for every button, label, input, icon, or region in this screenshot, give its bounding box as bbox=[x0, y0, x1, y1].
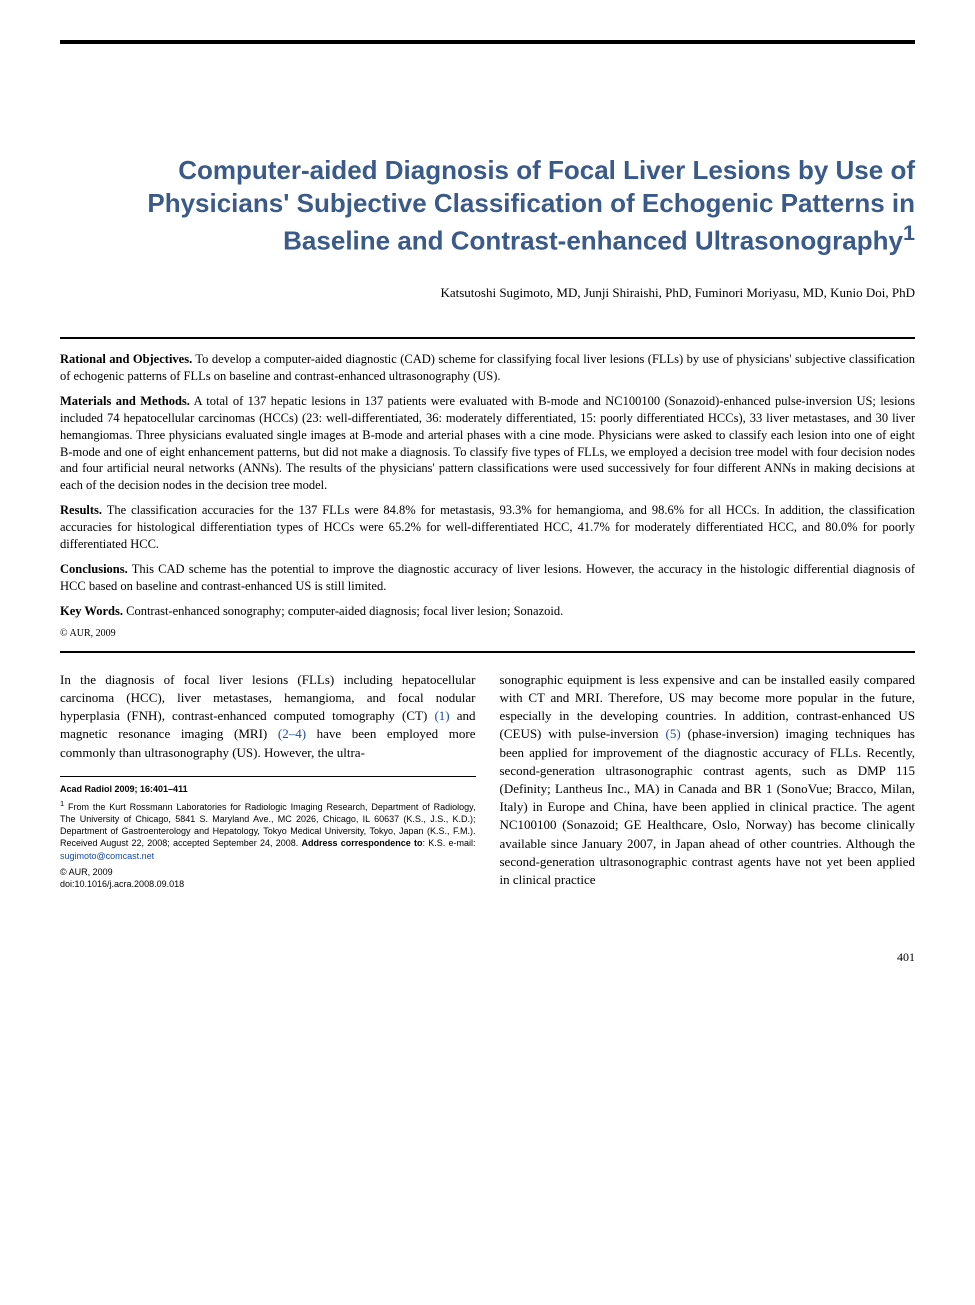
body-left-paragraph: In the diagnosis of focal liver lesions … bbox=[60, 671, 476, 762]
keywords-label: Key Words. bbox=[60, 604, 123, 618]
footnote-email-link[interactable]: sugimoto@comcast.net bbox=[60, 851, 154, 861]
article-title: Computer-aided Diagnosis of Focal Liver … bbox=[60, 154, 915, 257]
footnote-address-text: : K.S. e-mail: bbox=[423, 838, 476, 848]
right-column: sonographic equipment is less expensive … bbox=[500, 671, 916, 890]
rational-label: Rational and Objectives. bbox=[60, 352, 192, 366]
abstract-block: Rational and Objectives. To develop a co… bbox=[60, 351, 915, 641]
footnote-affiliation: 1 From the Kurt Rossmann Laboratories fo… bbox=[60, 799, 476, 862]
abstract-keywords: Key Words. Contrast-enhanced sonography;… bbox=[60, 603, 915, 620]
footnote-copyright: © AUR, 2009 bbox=[60, 866, 476, 878]
keywords-text: Contrast-enhanced sonography; computer-a… bbox=[123, 604, 563, 618]
footnote-address-label: Address correspondence to bbox=[302, 838, 423, 848]
abstract-copyright: © AUR, 2009 bbox=[60, 627, 915, 641]
footnote-rule bbox=[60, 776, 476, 777]
author-line: Katsutoshi Sugimoto, MD, Junji Shiraishi… bbox=[60, 285, 915, 301]
materials-text: A total of 137 hepatic lesions in 137 pa… bbox=[60, 394, 915, 492]
abstract-materials: Materials and Methods. A total of 137 he… bbox=[60, 393, 915, 494]
conclusions-label: Conclusions. bbox=[60, 562, 128, 576]
footnote-doi: doi:10.1016/j.acra.2008.09.018 bbox=[60, 878, 476, 890]
body-right-paragraph: sonographic equipment is less expensive … bbox=[500, 671, 916, 889]
footnote-block: Acad Radiol 2009; 16:401–411 1 From the … bbox=[60, 783, 476, 890]
conclusions-text: This CAD scheme has the potential to imp… bbox=[60, 562, 915, 593]
left-column: In the diagnosis of focal liver lesions … bbox=[60, 671, 476, 890]
materials-label: Materials and Methods. bbox=[60, 394, 190, 408]
title-footnote-mark: 1 bbox=[903, 220, 915, 245]
abstract-bottom-rule bbox=[60, 651, 915, 653]
page-number: 401 bbox=[60, 950, 915, 965]
title-text: Computer-aided Diagnosis of Focal Liver … bbox=[147, 155, 915, 256]
body-left-a: In the diagnosis of focal liver lesions … bbox=[60, 672, 476, 723]
body-columns: In the diagnosis of focal liver lesions … bbox=[60, 671, 915, 890]
results-text: The classification accuracies for the 13… bbox=[60, 503, 915, 551]
body-right-b: (phase-inversion) imaging techniques has… bbox=[500, 726, 916, 887]
ref-link-1[interactable]: (1) bbox=[434, 708, 449, 723]
top-rule bbox=[60, 40, 915, 44]
footnote-citation: Acad Radiol 2009; 16:401–411 bbox=[60, 783, 476, 795]
results-label: Results. bbox=[60, 503, 102, 517]
abstract-top-rule bbox=[60, 337, 915, 339]
ref-link-5[interactable]: (5) bbox=[666, 726, 681, 741]
ref-link-2-4[interactable]: (2–4) bbox=[278, 726, 306, 741]
abstract-conclusions: Conclusions. This CAD scheme has the pot… bbox=[60, 561, 915, 595]
abstract-results: Results. The classification accuracies f… bbox=[60, 502, 915, 553]
abstract-rational: Rational and Objectives. To develop a co… bbox=[60, 351, 915, 385]
